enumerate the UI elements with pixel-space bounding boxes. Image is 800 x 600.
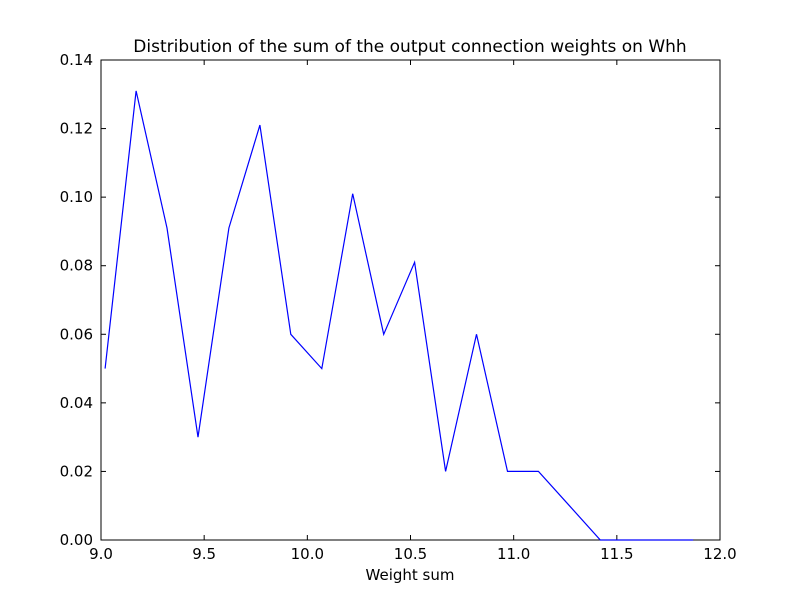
y-tick-label: 0.02 [60, 462, 93, 480]
x-tick-label: 11.0 [497, 545, 530, 563]
x-tick-label: 10.5 [394, 545, 427, 563]
plot-frame [100, 59, 721, 541]
x-tick-label: 11.5 [600, 545, 633, 563]
series-group [104, 90, 694, 541]
y-tick-label: 0.00 [60, 531, 93, 549]
y-tick-label: 0.12 [60, 120, 93, 138]
x-tick-label: 9.5 [192, 545, 216, 563]
y-tick-label: 0.06 [60, 325, 93, 343]
x-axis-label: Weight sum [366, 566, 455, 584]
axis-ticks: 9.0 9.5 10.0 10.5 11.0 11.5 12.0 0.00 0.02 0.04 0.… [60, 51, 737, 563]
chart-title: Distribution of the sum of the output co… [133, 37, 686, 57]
y-tick-label: 0.10 [60, 188, 93, 206]
series-line [104, 90, 694, 541]
y-tick-label: 0.14 [60, 51, 93, 69]
y-tick-label: 0.04 [60, 394, 93, 412]
x-tick-label: 12.0 [703, 545, 736, 563]
x-tick-label: 9.0 [89, 545, 113, 563]
y-tick-label: 0.08 [60, 257, 93, 275]
x-tick-label: 10.0 [291, 545, 324, 563]
